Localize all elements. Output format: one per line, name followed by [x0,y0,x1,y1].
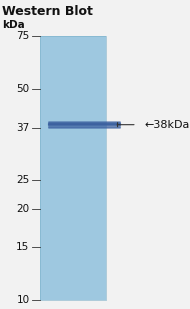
Bar [40,36,106,300]
Text: ←38kDa: ←38kDa [144,120,190,130]
Text: 50: 50 [16,84,29,94]
Text: 37: 37 [16,123,29,133]
Text: kDa: kDa [2,20,25,30]
Text: 20: 20 [16,204,29,214]
Text: 75: 75 [16,31,29,40]
Text: 10: 10 [16,295,29,305]
Text: 15: 15 [16,242,29,252]
Bar [40,36,106,300]
Text: 25: 25 [16,175,29,184]
Text: Western Blot: Western Blot [2,5,93,18]
